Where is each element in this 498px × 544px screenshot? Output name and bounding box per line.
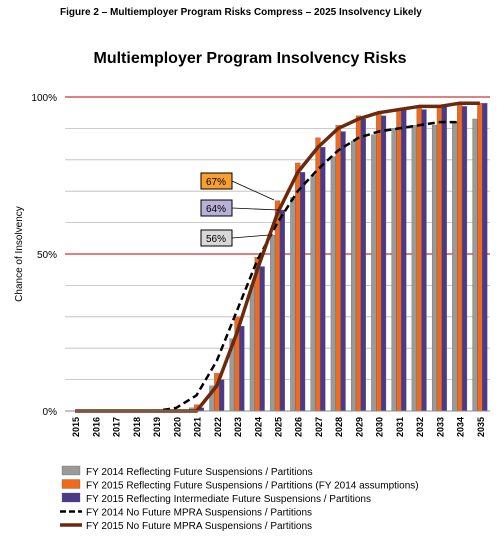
x-tick-label: 2022 xyxy=(213,417,223,437)
bar xyxy=(416,106,422,412)
y-tick-label: 0% xyxy=(43,407,58,418)
x-tick-label: 2016 xyxy=(91,417,101,437)
annotation-box xyxy=(200,199,233,217)
x-tick-label: 2033 xyxy=(435,417,445,437)
bar xyxy=(441,106,447,412)
annotation: 64% xyxy=(206,204,226,215)
bar xyxy=(436,106,442,412)
bar xyxy=(259,266,265,412)
bar xyxy=(380,115,387,412)
bar xyxy=(310,175,316,412)
bar xyxy=(461,106,468,412)
x-tick-label: 2023 xyxy=(233,417,243,437)
annotation-box xyxy=(200,229,233,247)
x-tick-label: 2019 xyxy=(152,417,162,437)
annotation-arrow xyxy=(231,180,275,201)
x-tick-label: 2025 xyxy=(274,417,284,437)
bar xyxy=(472,118,478,412)
x-tick-label: 2017 xyxy=(112,417,122,437)
bar xyxy=(295,162,301,412)
bar xyxy=(300,172,306,412)
bar xyxy=(274,200,281,412)
bar xyxy=(376,112,382,412)
bar xyxy=(290,197,296,412)
x-tick-label: 2034 xyxy=(456,417,466,437)
x-tick-label: 2027 xyxy=(314,417,324,437)
bar xyxy=(279,209,285,412)
legend-label: FY 2014 Reflecting Future Suspensions / … xyxy=(86,467,313,478)
x-tick-label: 2015 xyxy=(71,417,81,437)
y-tick-label: 50% xyxy=(37,250,57,261)
bar xyxy=(340,131,346,412)
bar xyxy=(452,121,458,412)
bar xyxy=(411,125,417,412)
bar xyxy=(219,379,225,412)
legend-swatch xyxy=(61,492,81,503)
bar xyxy=(371,134,377,412)
x-tick-label: 2024 xyxy=(253,417,263,437)
y-axis-label: Chance of Insolvency xyxy=(14,206,25,302)
bar xyxy=(351,140,357,412)
y-tick-label: 100% xyxy=(31,93,57,104)
annotation-box xyxy=(200,172,233,190)
x-tick-label: 2028 xyxy=(334,417,344,437)
legend-label: FY 2015 Reflecting Future Suspensions / … xyxy=(86,481,419,492)
legend-label: FY 2015 Reflecting Intermediate Future S… xyxy=(86,494,371,505)
bar xyxy=(315,137,321,412)
bar xyxy=(249,285,255,412)
annotation-arrow xyxy=(231,234,270,239)
x-tick-label: 2026 xyxy=(294,417,304,437)
x-tick-label: 2029 xyxy=(354,417,364,437)
bar xyxy=(330,156,336,412)
x-tick-label: 2021 xyxy=(193,417,203,437)
annotations: 67% 64% 56% xyxy=(200,172,280,247)
bar xyxy=(320,147,326,412)
bar xyxy=(457,103,463,412)
bar xyxy=(421,109,427,412)
annotation: 56% xyxy=(206,234,226,245)
bar xyxy=(239,326,245,412)
x-tick-label: 2032 xyxy=(415,417,425,437)
x-tick-label: 2030 xyxy=(375,417,385,437)
bar xyxy=(270,235,276,412)
bar xyxy=(335,125,341,412)
bar xyxy=(431,125,438,412)
legend-label: FY 2014 No Future MPRA Suspensions / Par… xyxy=(86,508,312,519)
x-tick-label: 2031 xyxy=(395,417,405,437)
chart-title: Multiemployer Program Insolvency Risks xyxy=(94,50,407,67)
bar xyxy=(391,128,397,412)
bar xyxy=(482,103,488,412)
annotation-arrow xyxy=(231,207,280,211)
annotation: 67% xyxy=(206,177,226,188)
legend-swatch xyxy=(61,465,81,476)
x-tick-label: 2018 xyxy=(132,417,142,437)
bar xyxy=(401,109,407,412)
figure-title: Figure 2 – Multiemployer Program Risks C… xyxy=(60,7,422,18)
line xyxy=(75,120,460,413)
bar xyxy=(396,109,402,412)
x-tick-label: 2020 xyxy=(172,417,182,437)
legend-swatch xyxy=(61,479,81,489)
bar xyxy=(360,118,366,412)
legend-label: FY 2015 No Future MPRA Suspensions / Par… xyxy=(86,521,312,532)
x-tick-label: 2035 xyxy=(476,417,486,437)
bar xyxy=(477,103,483,412)
bar xyxy=(355,115,362,412)
